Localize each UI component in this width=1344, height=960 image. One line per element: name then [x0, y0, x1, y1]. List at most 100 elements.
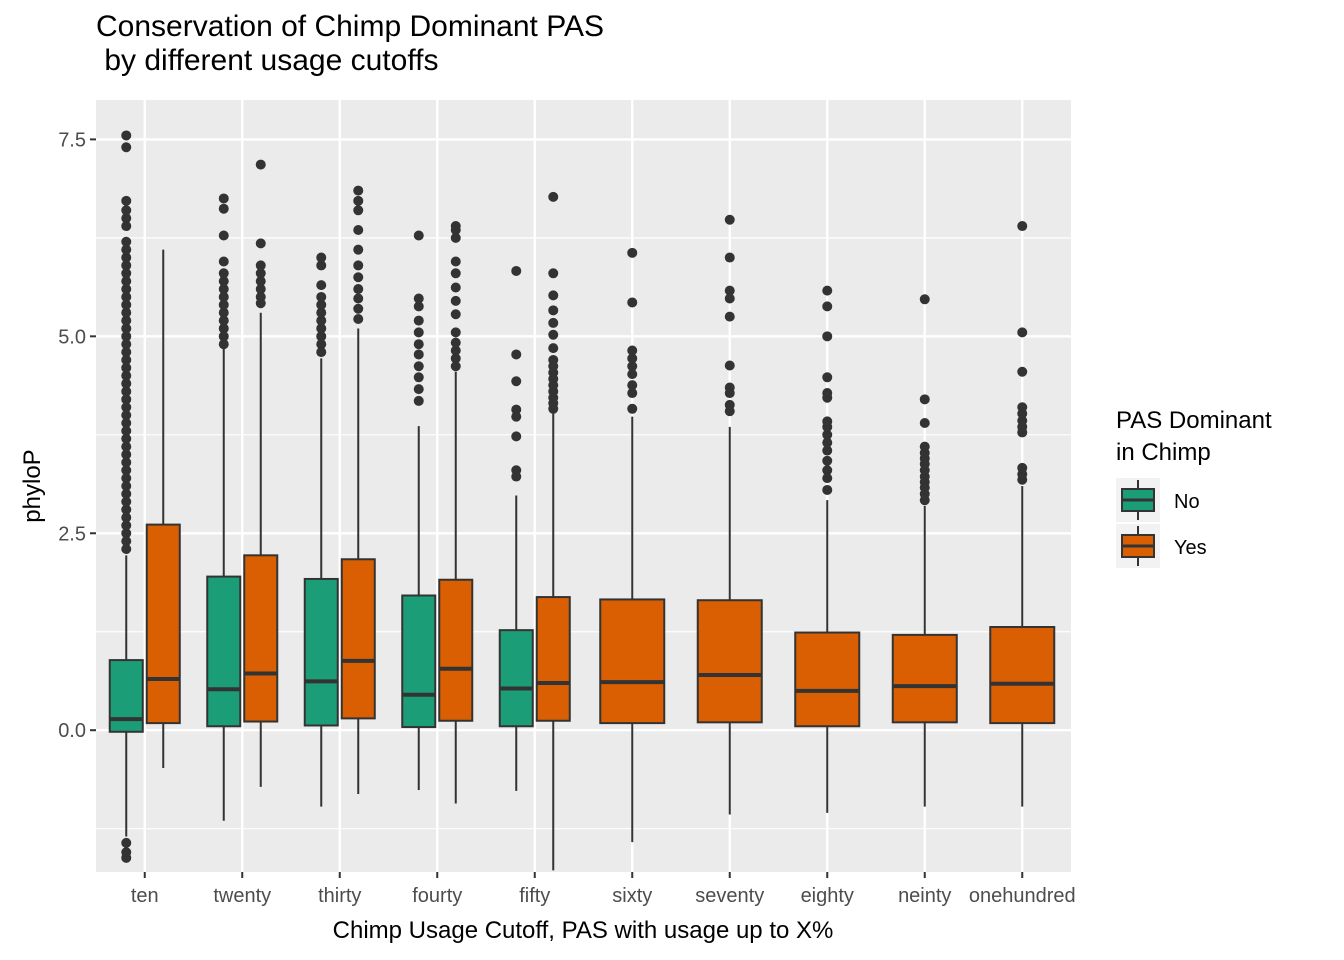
box-iqr	[243, 554, 279, 723]
outlier-point	[121, 323, 132, 334]
outlier-point	[919, 294, 930, 305]
x-tick-label: fifty	[519, 885, 550, 907]
boxes	[108, 130, 1056, 871]
outlier-point	[316, 323, 327, 334]
box-neinty-yes	[891, 294, 958, 807]
outlier-point	[548, 354, 559, 365]
x-tick-label: seventy	[695, 885, 764, 907]
box-iqr	[498, 629, 534, 728]
box-iqr	[303, 577, 339, 727]
outlier-point	[121, 142, 132, 153]
outlier-point	[121, 221, 132, 232]
outlier-point	[822, 465, 833, 476]
outlier-point	[121, 307, 132, 318]
outlier-point	[218, 203, 229, 214]
outlier-point	[822, 372, 833, 383]
outlier-point	[255, 260, 266, 271]
outlier-point	[121, 536, 132, 547]
outlier-point	[822, 484, 833, 495]
outlier-point	[413, 372, 424, 383]
box-onehundred-yes	[989, 221, 1056, 807]
outlier-point	[1017, 366, 1028, 377]
outlier-point	[627, 403, 638, 414]
box-iqr	[696, 599, 763, 724]
box-sixty-yes	[599, 247, 666, 843]
outlier-point	[255, 238, 266, 249]
outlier-point	[121, 354, 132, 365]
outlier-point	[121, 465, 132, 476]
box-thirty-no	[303, 252, 339, 807]
y-tick-label: 7.5	[58, 129, 86, 151]
outlier-point	[450, 282, 461, 293]
outlier-point	[822, 285, 833, 296]
outlier-point	[121, 362, 132, 373]
outlier-point	[724, 293, 735, 304]
outlier-point	[121, 268, 132, 279]
outlier-point	[627, 353, 638, 364]
outlier-point	[255, 291, 266, 302]
outlier-point	[450, 327, 461, 338]
x-tick-label: twenty	[213, 885, 271, 907]
outlier-point	[121, 457, 132, 468]
outlier-point	[511, 411, 522, 422]
box-twenty-yes	[243, 159, 279, 787]
outlier-point	[724, 399, 735, 410]
outlier-point	[919, 441, 930, 452]
outlier-point	[548, 329, 559, 340]
legend-title: PAS Dominant in Chimp	[1116, 407, 1272, 466]
outlier-point	[316, 299, 327, 310]
outlier-point	[413, 361, 424, 372]
legend-label-yes: Yes	[1174, 537, 1207, 559]
outlier-point	[316, 291, 327, 302]
legend-title-line: in Chimp	[1116, 439, 1211, 466]
outlier-point	[121, 284, 132, 295]
outlier-point	[218, 256, 229, 267]
outlier-point	[548, 290, 559, 301]
outlier-point	[121, 410, 132, 421]
outlier-point	[121, 347, 132, 358]
outlier-point	[1017, 402, 1028, 413]
outlier-point	[822, 445, 833, 456]
outlier-point	[822, 388, 833, 399]
outlier-point	[218, 299, 229, 310]
outlier-point	[121, 339, 132, 350]
outlier-point	[121, 315, 132, 326]
box-iqr	[794, 631, 861, 728]
outlier-point	[121, 425, 132, 436]
outlier-point	[413, 293, 424, 304]
y-axis: 0.0 2.5 5.0 7.5	[58, 129, 96, 742]
box-ten-no	[108, 130, 144, 863]
outlier-point	[316, 331, 327, 342]
outlier-point	[121, 852, 132, 863]
outlier-point	[121, 544, 132, 555]
legend: PAS Dominant in Chimp No Yes	[1116, 407, 1272, 568]
outlier-point	[121, 488, 132, 499]
outlier-point	[218, 323, 229, 334]
outlier-point	[218, 307, 229, 318]
outlier-point	[450, 353, 461, 364]
outlier-point	[822, 301, 833, 312]
box-ten-yes	[145, 249, 181, 769]
outlier-point	[822, 429, 833, 440]
outlier-point	[548, 317, 559, 328]
outlier-point	[724, 382, 735, 393]
outlier-point	[627, 247, 638, 258]
outlier-point	[255, 276, 266, 287]
outlier-point	[121, 260, 132, 271]
outlier-point	[450, 361, 461, 372]
outlier-point	[121, 837, 132, 848]
outlier-point	[353, 303, 364, 314]
y-tick-label: 5.0	[58, 326, 86, 348]
outlier-point	[218, 230, 229, 241]
outlier-point	[548, 305, 559, 316]
outlier-point	[548, 191, 559, 202]
outlier-point	[450, 345, 461, 356]
x-tick-label: sixty	[612, 885, 652, 907]
outlier-point	[413, 395, 424, 406]
outlier-point	[822, 331, 833, 342]
chart-title: Conservation of Chimp Dominant PAS by di…	[96, 10, 605, 77]
legend-key-no	[1116, 478, 1160, 522]
outlier-point	[353, 313, 364, 324]
box-fifty-no	[498, 265, 534, 791]
outlier-point	[353, 272, 364, 283]
